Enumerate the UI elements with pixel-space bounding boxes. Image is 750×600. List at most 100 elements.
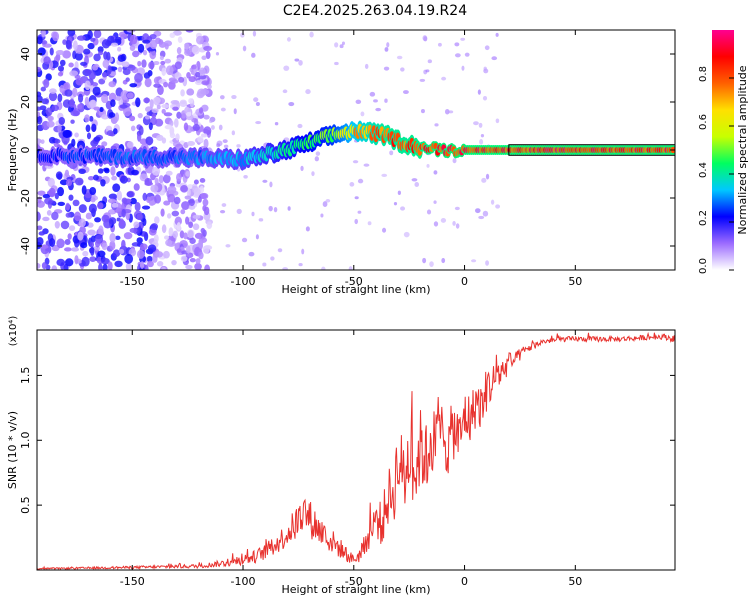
spectrogram-noise-cell (231, 94, 237, 100)
spectrogram-noise-cell (452, 221, 456, 226)
snr-ylabel: SNR (10 * v/v) (6, 411, 19, 489)
spectrogram-noise-cell (248, 251, 255, 257)
spectrogram-noise-cell (65, 39, 72, 49)
spectrogram-noise-cell (242, 45, 247, 52)
spectrogram-noise-cell (59, 179, 69, 186)
spectrogram-noise-cell (110, 166, 116, 176)
spectrogram-noise-cell (298, 263, 303, 267)
spectrogram-noise-cell (188, 198, 195, 207)
spectrogram-noise-cell (108, 217, 117, 225)
spectrogram-noise-cell (162, 250, 170, 259)
spectrogram-noise-cell (37, 190, 46, 196)
spectrogram-noise-cell (37, 95, 43, 103)
spectrogram-noise-cell (49, 238, 56, 247)
spectrogram-noise-cell (287, 206, 291, 211)
spectrogram-noise-cell (37, 138, 42, 144)
spectrogram-noise-cell (325, 198, 331, 203)
spectrogram-noise-cell (461, 65, 465, 71)
spectrogram-noise-cell (143, 72, 151, 79)
spectrogram-noise-cell (169, 32, 176, 39)
spectrogram-noise-cell (51, 265, 58, 270)
spectrogram-noise-cell (301, 248, 305, 255)
spectrogram-noise-cell (309, 31, 314, 38)
spectrogram-noise-cell (163, 174, 171, 184)
spectrogram-noise-cell (172, 106, 179, 111)
spectrogram-ylabel: Frequency (Hz) (6, 109, 19, 192)
spectrogram-noise-cell (75, 77, 84, 86)
spectrogram-noise-cell (286, 37, 291, 42)
spectrogram-noise-cell (129, 115, 136, 122)
spectrogram-marks (37, 30, 675, 270)
colorbar-tick-label: 0.0 (698, 258, 709, 274)
spectrogram-noise-cell (243, 174, 248, 179)
spectrogram-noise-cell (165, 170, 173, 176)
spectrogram-noise-cell (58, 116, 66, 125)
spectrogram-noise-cell (123, 106, 132, 117)
spectrogram-noise-cell (300, 165, 304, 172)
spectrogram-noise-cell (216, 143, 221, 148)
spectrogram-noise-cell (117, 46, 122, 52)
spectrogram-noise-cell (109, 232, 116, 243)
spectrogram-noise-cell (195, 71, 201, 78)
spectrogram-noise-cell (199, 178, 206, 183)
spectrogram-noise-cell (176, 222, 181, 231)
spectrogram-noise-cell (255, 101, 260, 107)
spectrogram-noise-cell (38, 231, 45, 236)
spectrogram-noise-cell (101, 141, 108, 147)
spectrogram-noise-cell (48, 91, 58, 102)
spectrogram-noise-cell (166, 213, 172, 219)
spectrogram-noise-cell (231, 130, 236, 136)
spectrogram-noise-cell (219, 209, 226, 214)
spectrogram-noise-cell (169, 132, 176, 139)
colorbar-tick-label: 0.6 (698, 114, 709, 130)
spectrogram-noise-cell (160, 60, 166, 66)
spectrogram-noise-cell (129, 44, 136, 52)
spectrogram-noise-cell (149, 200, 155, 206)
spectrogram-noise-cell (78, 168, 86, 175)
spectrogram-noise-cell (59, 84, 65, 94)
spectrogram-noise-cell (199, 67, 206, 76)
spectrogram-noise-cell (429, 261, 434, 267)
spectrogram-noise-cell (72, 87, 78, 98)
spectrogram-noise-cell (321, 266, 326, 270)
spectrogram-noise-cell (176, 111, 182, 119)
spectrogram-noise-cell (111, 202, 119, 208)
spectrogram-noise-cell (98, 78, 106, 85)
spectrogram-noise-cell (59, 59, 66, 67)
spectrogram-noise-cell (151, 166, 161, 176)
spectrogram-noise-cell (70, 110, 80, 117)
spectrogram-noise-cell (352, 160, 359, 164)
spectrogram-noise-cell (54, 220, 60, 229)
spectrogram-noise-cell (185, 171, 191, 177)
snr-xlabel: Height of straight line (km) (281, 583, 430, 596)
spectrogram-noise-cell (67, 30, 76, 37)
spectrogram-noise-cell (102, 263, 108, 270)
spectrogram-noise-cell (62, 39, 67, 45)
spectrogram-noise-cell (62, 99, 72, 108)
spectrogram-noise-cell (185, 216, 190, 225)
spectrogram-noise-cell (364, 63, 369, 69)
spectrogram-noise-cell (194, 262, 202, 270)
spectrogram-noise-cell (180, 209, 186, 215)
spectrogram-noise-cell (112, 249, 121, 257)
spectrogram-noise-cell (95, 239, 101, 248)
spectrogram-noise-cell (203, 138, 209, 149)
colorbar-axes: 0.0 0.2 0.4 0.6 0.8 (698, 66, 734, 274)
spectrogram-noise-cell (142, 39, 151, 44)
spectrogram-noise-cell (434, 123, 439, 127)
spectrogram-noise-cell (485, 173, 490, 180)
spectrogram-xtick-label: -150 (120, 275, 145, 288)
spectrogram-noise-cell (169, 120, 174, 127)
spectrogram-noise-cell (109, 240, 116, 251)
spectrogram-noise-cell (188, 221, 194, 229)
spectrogram-noise-cell (200, 227, 206, 234)
spectrogram-noise-cell (80, 242, 88, 249)
spectrogram-noise-cell (161, 103, 170, 109)
spectrogram-noise-cell (87, 30, 93, 40)
spectrogram-noise-cell (43, 43, 52, 48)
spectrogram-noise-cell (107, 198, 116, 204)
spectrogram-noise-cell (241, 237, 248, 243)
spectrogram-noise-cell (97, 46, 104, 53)
spectrogram-noise-cell (161, 137, 167, 144)
spectrogram-noise-cell (126, 30, 136, 33)
